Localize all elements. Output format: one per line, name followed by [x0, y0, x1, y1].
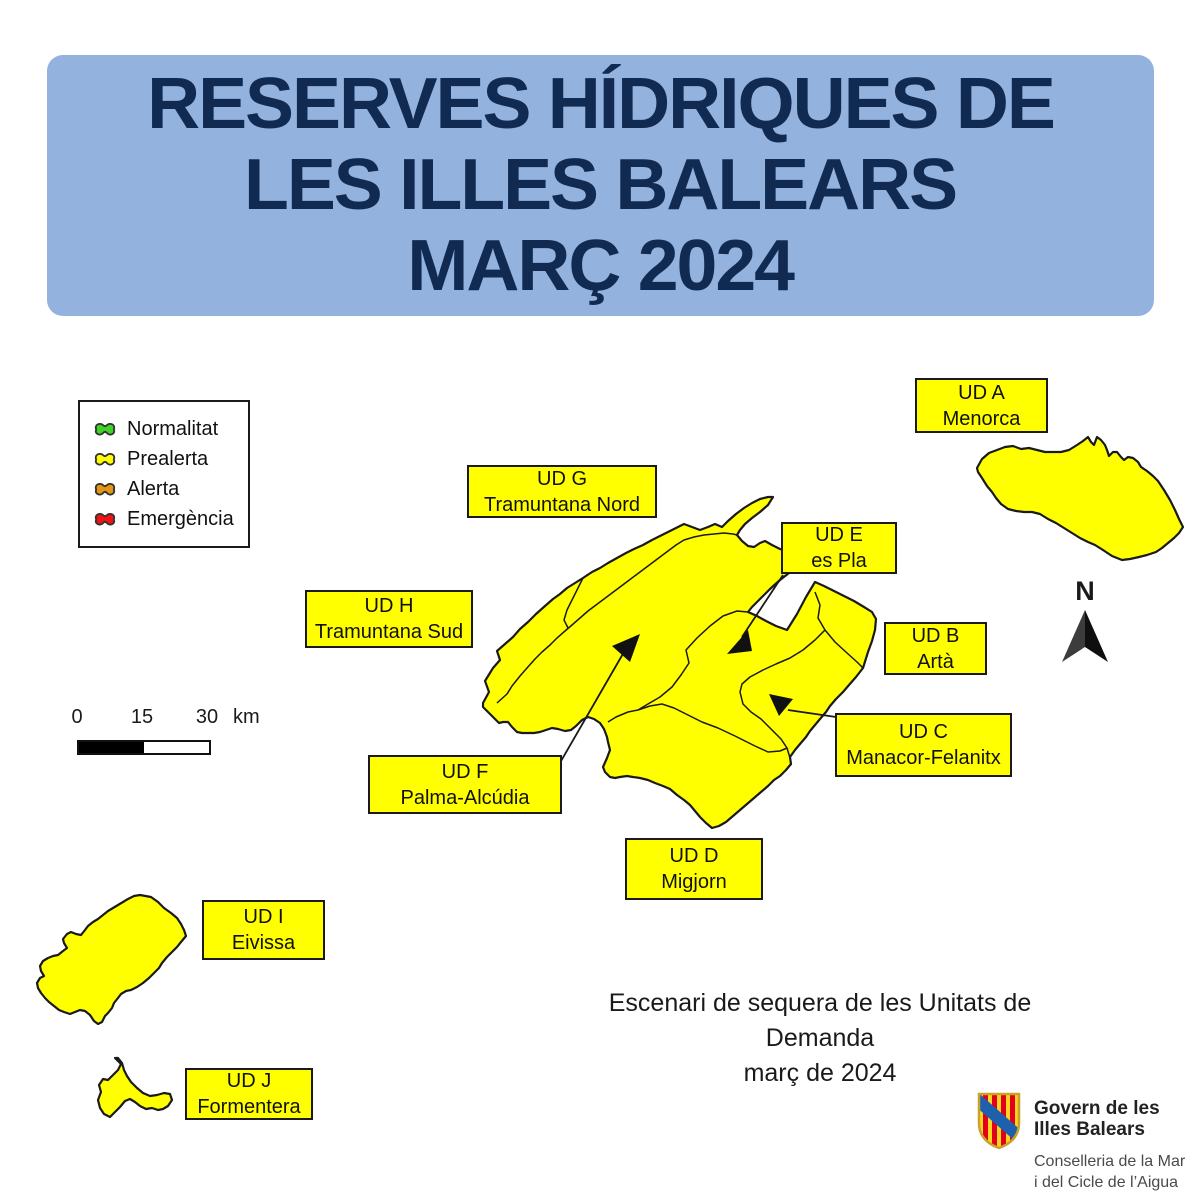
- map-caption: Escenari de sequera de les Unitats de De…: [570, 986, 1070, 1091]
- region-boundaries: [496, 532, 864, 766]
- title-line-2: LES ILLES BALEARS: [244, 145, 958, 225]
- legend-item-prealerta: Prealerta: [91, 448, 248, 471]
- legend-label: Emergència: [127, 507, 234, 530]
- scale-bar-segment-dark: [79, 742, 144, 753]
- map-label-ud-j-formentera: UD J Formentera: [185, 1068, 313, 1120]
- ud-name: Palma-Alcúdia: [400, 786, 530, 809]
- ud-code: UD I: [243, 906, 284, 928]
- arrowhead-ud-c: [769, 694, 793, 716]
- scale-bar: 0 15 30 km: [70, 706, 260, 766]
- boundary-migjorn-nord: [607, 703, 788, 753]
- map-label-ud-g-tramuntana-nord: UD G Tramuntana Nord: [467, 465, 657, 518]
- ud-name: Menorca: [942, 407, 1021, 430]
- ud-code: UD B: [911, 624, 960, 647]
- ud-code: UD G: [537, 467, 587, 490]
- scale-tick-0: 0: [71, 706, 83, 728]
- map-label-ud-c-manacor-felanitx: UD C Manacor-Felanitx: [835, 713, 1012, 777]
- ud-name: Formentera: [197, 1096, 301, 1118]
- scale-unit: km: [233, 706, 260, 728]
- org-line-1: Govern de les: [1034, 1098, 1160, 1119]
- ud-name: Tramuntana Nord: [484, 493, 640, 516]
- boundary-palma-espla: [637, 610, 749, 711]
- legend-label: Prealerta: [127, 447, 209, 470]
- islands-map: [35, 435, 1185, 1119]
- legend-label: Alerta: [127, 477, 180, 500]
- dept-line-2: i del Cicle de l’Aigua: [1034, 1174, 1179, 1191]
- ud-code: UD D: [669, 845, 719, 867]
- legend-box: Normalitat Prealerta Alerta Emergència: [78, 400, 250, 548]
- ud-name: Artà: [917, 650, 954, 673]
- govern-shield-icon: [977, 1092, 1021, 1150]
- caption-line-1: Escenari de sequera de les Unitats de De…: [608, 989, 1032, 1052]
- dept-block: Conselleria de la Mar i del Cicle de l’A…: [1034, 1151, 1185, 1193]
- island-menorca: [975, 435, 1185, 562]
- arrowhead-ud-e: [727, 630, 752, 654]
- boundary-tramuntana: [496, 532, 738, 704]
- legend-label: Normalitat: [127, 417, 219, 440]
- scale-tick-30: 30: [195, 706, 219, 728]
- island-eivissa: [35, 893, 188, 1026]
- map-label-ud-e-es-pla: UD E es Pla: [781, 522, 897, 574]
- legend-item-emergencia: Emergència: [91, 508, 248, 531]
- scale-tick-15: 15: [130, 706, 154, 728]
- ud-name: es Pla: [811, 550, 867, 572]
- ud-code: UD H: [364, 595, 414, 617]
- govern-text-block: Govern de les Illes Balears Conselleria …: [1034, 1090, 1185, 1193]
- ud-name: Migjorn: [661, 871, 727, 893]
- leader-line-ud-e: [741, 574, 784, 638]
- ud-name: Eivissa: [231, 932, 296, 954]
- org-line-2: Illes Balears: [1034, 1119, 1145, 1140]
- boundary-arta: [814, 591, 864, 669]
- map-label-ud-i-eivissa: UD I Eivissa: [202, 900, 325, 960]
- map-label-ud-d-migjorn: UD D Migjorn: [625, 838, 763, 900]
- map-label-ud-b-arta: UD B Artà: [884, 622, 987, 675]
- ud-code: UD E: [815, 524, 863, 546]
- arrowhead-ud-f: [612, 634, 640, 662]
- island-mallorca: [481, 495, 878, 830]
- island-formentera: [96, 1056, 174, 1119]
- emergencia-blob-icon: [94, 513, 116, 526]
- ud-name: Manacor-Felanitx: [846, 747, 1001, 769]
- ud-code: UD A: [958, 381, 1005, 404]
- legend-item-alerta: Alerta: [91, 478, 248, 501]
- normalitat-blob-icon: [94, 423, 116, 436]
- boundary-manacor: [739, 629, 826, 766]
- ud-code: UD C: [899, 721, 948, 743]
- map-label-ud-h-tramuntana-sud: UD H Tramuntana Sud: [305, 590, 473, 648]
- legend-item-normalitat: Normalitat: [91, 418, 248, 441]
- north-label: N: [1075, 576, 1095, 606]
- map-label-ud-f-palma-alcudia: UD F Palma-Alcúdia: [368, 755, 562, 814]
- caption-line-2: març de 2024: [743, 1059, 897, 1087]
- boundary-tramuntana-nord-sud: [563, 577, 584, 629]
- title-line-1: RESERVES HÍDRIQUES DE: [147, 64, 1056, 144]
- north-arrow-icon: [1062, 610, 1108, 662]
- map-label-ud-a-menorca: UD A Menorca: [915, 378, 1048, 433]
- leader-line-ud-c: [787, 709, 837, 718]
- ud-code: UD F: [441, 760, 489, 783]
- title-banner: RESERVES HÍDRIQUES DE LES ILLES BALEARS …: [47, 55, 1154, 316]
- prealerta-blob-icon: [94, 453, 116, 466]
- alerta-blob-icon: [94, 483, 116, 496]
- ud-code: UD J: [226, 1070, 272, 1092]
- scale-bar-segment-light: [144, 742, 209, 753]
- scale-bar-graphic: [77, 740, 211, 755]
- ud-name: Tramuntana Sud: [314, 621, 464, 643]
- title-line-3: MARÇ 2024: [407, 226, 796, 306]
- govern-logo: Govern de les Illes Balears Conselleria …: [975, 1090, 1185, 1193]
- dept-line-1: Conselleria de la Mar: [1034, 1153, 1186, 1170]
